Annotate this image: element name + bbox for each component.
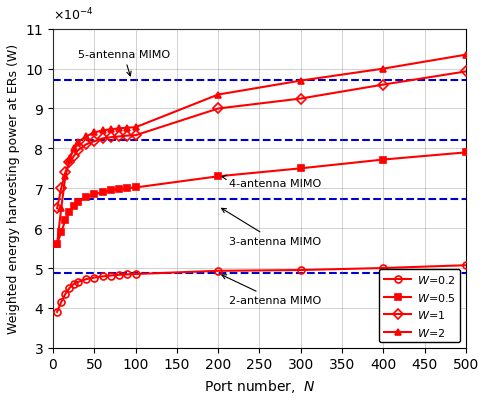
Text: 2-antenna MIMO: 2-antenna MIMO: [222, 275, 321, 305]
$W$=1: [67, 160, 72, 165]
$W$=1: [381, 83, 386, 88]
$W$=0.5: [62, 218, 68, 223]
$W$=2: [100, 129, 105, 134]
$W$=2: [75, 141, 81, 146]
$W$=1: [124, 134, 130, 139]
Line: $W$=0.5: $W$=0.5: [53, 150, 469, 248]
$W$=1: [133, 134, 139, 138]
$W$=0.2: [133, 272, 139, 277]
$W$=2: [463, 53, 469, 58]
$W$=0.5: [67, 210, 72, 215]
$W$=1: [108, 136, 114, 140]
$W$=2: [108, 128, 114, 132]
$W$=0.2: [54, 310, 60, 314]
Text: 3-antenna MIMO: 3-antenna MIMO: [222, 209, 321, 247]
Legend: $W$=0.2, $W$=0.5, $W$=1, $W$=2: $W$=0.2, $W$=0.5, $W$=1, $W$=2: [379, 269, 460, 342]
$W$=2: [54, 242, 60, 247]
$W$=2: [83, 135, 89, 140]
Text: 4-antenna MIMO: 4-antenna MIMO: [222, 176, 321, 189]
$W$=1: [91, 140, 97, 144]
$W$=2: [381, 67, 386, 72]
$W$=0.2: [83, 277, 89, 282]
$W$=0.2: [108, 273, 114, 278]
Y-axis label: Weighted energy harvesting power at ERs (W): Weighted energy harvesting power at ERs …: [7, 44, 20, 334]
$W$=0.2: [67, 286, 72, 291]
$W$=2: [58, 206, 64, 211]
$W$=0.5: [108, 188, 114, 193]
$W$=1: [54, 206, 60, 211]
$W$=1: [298, 97, 304, 102]
$W$=2: [116, 127, 122, 132]
$W$=0.2: [463, 263, 469, 268]
$W$=2: [133, 126, 139, 130]
$W$=1: [83, 143, 89, 148]
Line: $W$=0.2: $W$=0.2: [53, 262, 469, 316]
$W$=0.2: [124, 272, 130, 277]
$W$=1: [58, 186, 64, 191]
$W$=0.2: [70, 282, 76, 287]
$W$=0.5: [463, 151, 469, 156]
$W$=0.5: [100, 190, 105, 195]
Text: 5-antenna MIMO: 5-antenna MIMO: [78, 50, 170, 77]
X-axis label: Port number,  $N$: Port number, $N$: [204, 377, 315, 394]
$W$=0.5: [54, 242, 60, 247]
$W$=2: [67, 158, 72, 163]
$W$=0.5: [91, 192, 97, 197]
$W$=2: [91, 131, 97, 136]
$W$=0.2: [100, 274, 105, 279]
$W$=1: [116, 135, 122, 140]
$W$=0.5: [83, 195, 89, 200]
$W$=0.5: [70, 204, 76, 209]
$W$=1: [100, 137, 105, 142]
$W$=0.5: [215, 174, 221, 179]
$W$=2: [298, 79, 304, 84]
Line: $W$=2: $W$=2: [53, 52, 469, 248]
$W$=0.5: [116, 187, 122, 192]
$W$=2: [62, 174, 68, 179]
Text: $\times10^{-4}$: $\times10^{-4}$: [53, 7, 94, 23]
$W$=0.5: [298, 166, 304, 171]
$W$=2: [215, 93, 221, 98]
$W$=2: [124, 126, 130, 131]
$W$=0.2: [91, 275, 97, 280]
$W$=1: [70, 154, 76, 159]
$W$=0.2: [116, 273, 122, 277]
$W$=0.5: [381, 158, 386, 162]
$W$=0.2: [62, 292, 68, 297]
$W$=0.5: [58, 230, 64, 235]
$W$=1: [215, 107, 221, 111]
$W$=2: [70, 147, 76, 152]
$W$=0.2: [298, 268, 304, 273]
$W$=0.5: [124, 186, 130, 191]
$W$=1: [62, 170, 68, 175]
Line: $W$=1: $W$=1: [53, 69, 469, 212]
$W$=0.2: [215, 269, 221, 273]
$W$=1: [75, 149, 81, 154]
$W$=0.5: [133, 186, 139, 190]
$W$=0.2: [58, 300, 64, 305]
$W$=0.2: [381, 266, 386, 271]
$W$=0.2: [75, 280, 81, 285]
$W$=1: [463, 70, 469, 75]
$W$=0.5: [75, 200, 81, 205]
